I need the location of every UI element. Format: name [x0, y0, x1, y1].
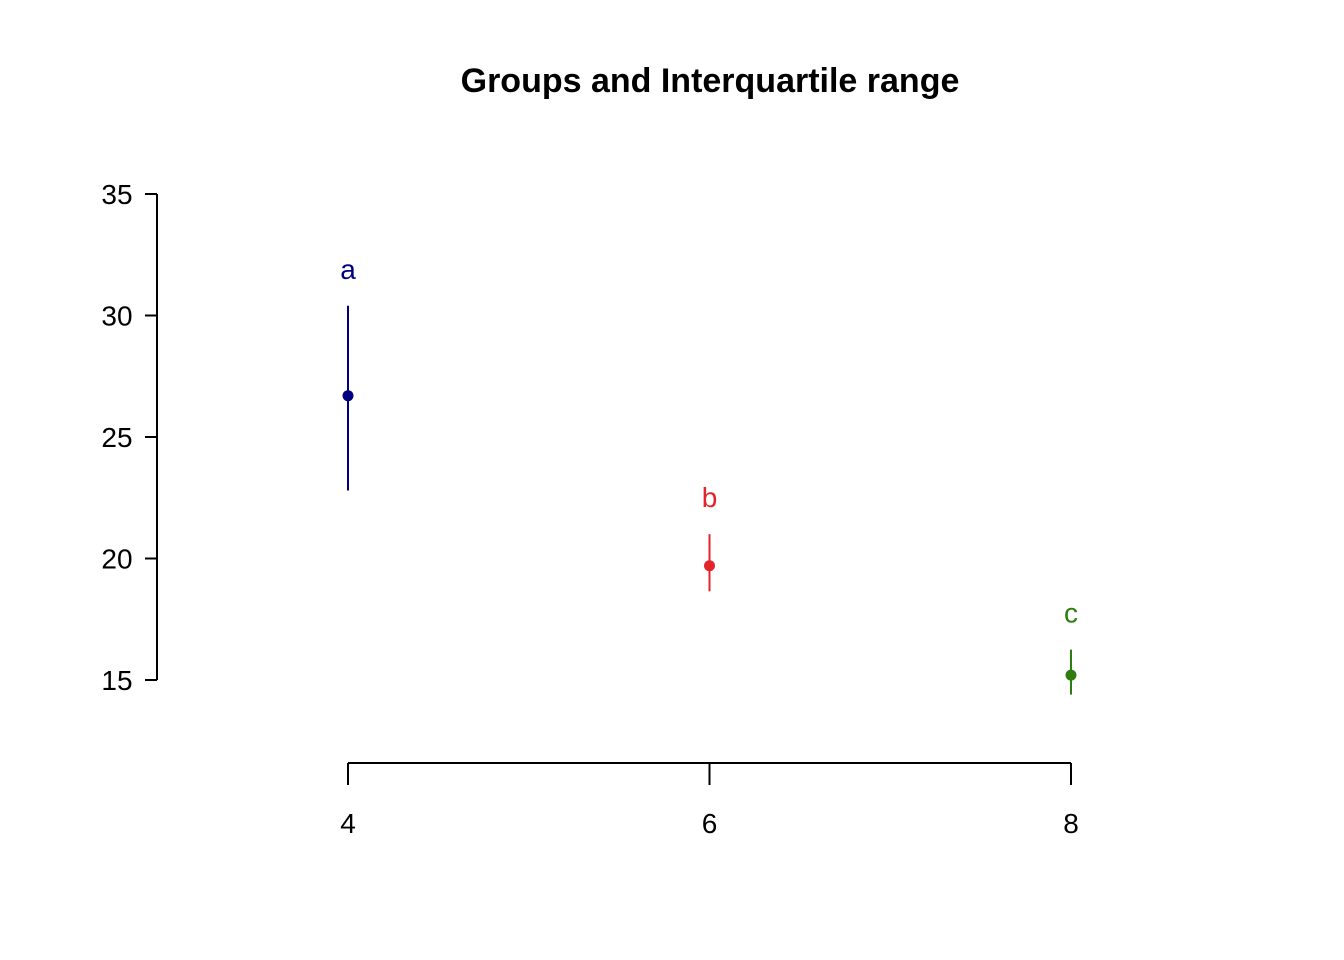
x-tick-label: 6	[702, 808, 718, 839]
y-tick-label: 20	[101, 544, 132, 575]
group-letter-label: b	[702, 482, 718, 513]
y-axis: 15 20 25 30 35	[101, 179, 158, 696]
data-marks: a b c	[340, 254, 1078, 695]
x-tick-label: 4	[340, 808, 356, 839]
group-letter-label: c	[1064, 598, 1078, 629]
median-point	[342, 390, 354, 402]
median-point	[704, 560, 715, 572]
median-point	[1065, 669, 1077, 681]
y-tick-label: 15	[101, 665, 132, 696]
group-letter-label: a	[340, 254, 356, 285]
x-axis: 4 6 8	[340, 762, 1079, 839]
y-tick-label: 30	[101, 301, 132, 332]
chart-title: Groups and Interquartile range	[461, 62, 960, 100]
y-tick-label: 35	[101, 179, 132, 210]
x-tick-label: 8	[1063, 808, 1079, 839]
y-tick-label: 25	[101, 422, 132, 453]
